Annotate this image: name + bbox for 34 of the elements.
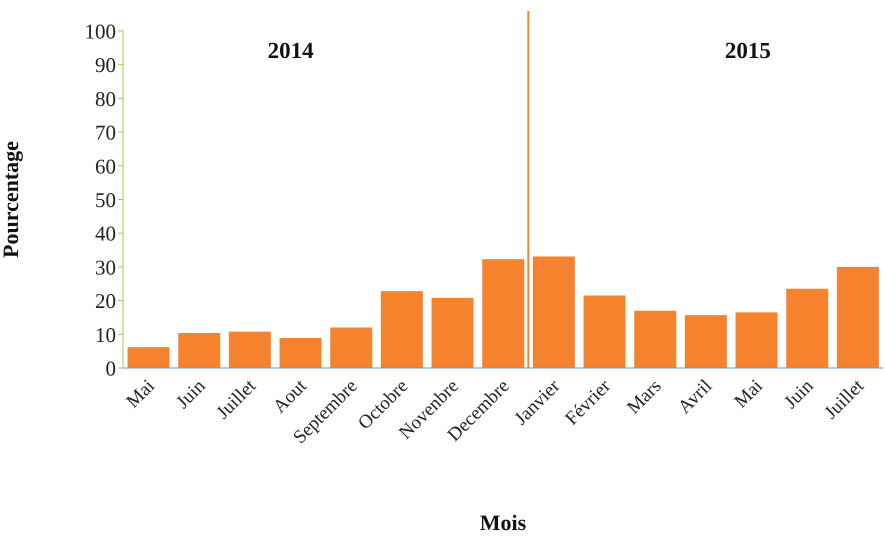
annotation: 2014: [266, 38, 315, 64]
y-axis-title: Pourcentage: [0, 140, 23, 258]
bar: [584, 296, 626, 368]
x-axis-title: Mois: [480, 510, 527, 535]
bar: [432, 298, 474, 368]
bar: [482, 259, 524, 368]
y-tick-label: 20: [95, 289, 116, 314]
y-tick-label: 60: [95, 154, 116, 178]
y-tick-label: 10: [95, 322, 116, 347]
bar: [228, 332, 271, 368]
y-tick-label: 70: [95, 120, 116, 145]
bar: [684, 315, 727, 368]
bar: [178, 332, 220, 368]
bar: [736, 312, 778, 368]
bar: [280, 338, 322, 368]
y-tick-label: 50: [95, 188, 116, 212]
x-tick-label: Mai: [122, 376, 159, 412]
bar: [380, 291, 423, 368]
y-tick-label: 40: [95, 222, 116, 246]
bar: [634, 310, 676, 368]
y-tick-label: 30: [95, 255, 116, 280]
bar: [836, 266, 879, 368]
bar: [786, 288, 828, 368]
y-tick-label: 100: [84, 19, 116, 44]
y-tick-label: 80: [95, 86, 116, 111]
bar: [330, 328, 372, 368]
y-tick-label: 0: [106, 356, 116, 380]
x-tick-label: Juin: [172, 375, 210, 414]
y-tick-label: 90: [95, 53, 116, 78]
bar: [128, 347, 170, 368]
annotation: 2015: [724, 38, 772, 64]
x-tick-label: Mai: [730, 376, 767, 412]
bar: [532, 256, 575, 368]
x-tick-label: Juin: [780, 375, 818, 414]
